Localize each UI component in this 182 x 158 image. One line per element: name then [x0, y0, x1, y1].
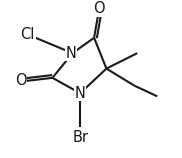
- Text: Br: Br: [72, 131, 88, 146]
- Text: Cl: Cl: [21, 27, 35, 42]
- Text: N: N: [75, 86, 86, 101]
- Text: N: N: [66, 46, 76, 61]
- Text: O: O: [93, 1, 104, 16]
- Text: O: O: [15, 73, 27, 88]
